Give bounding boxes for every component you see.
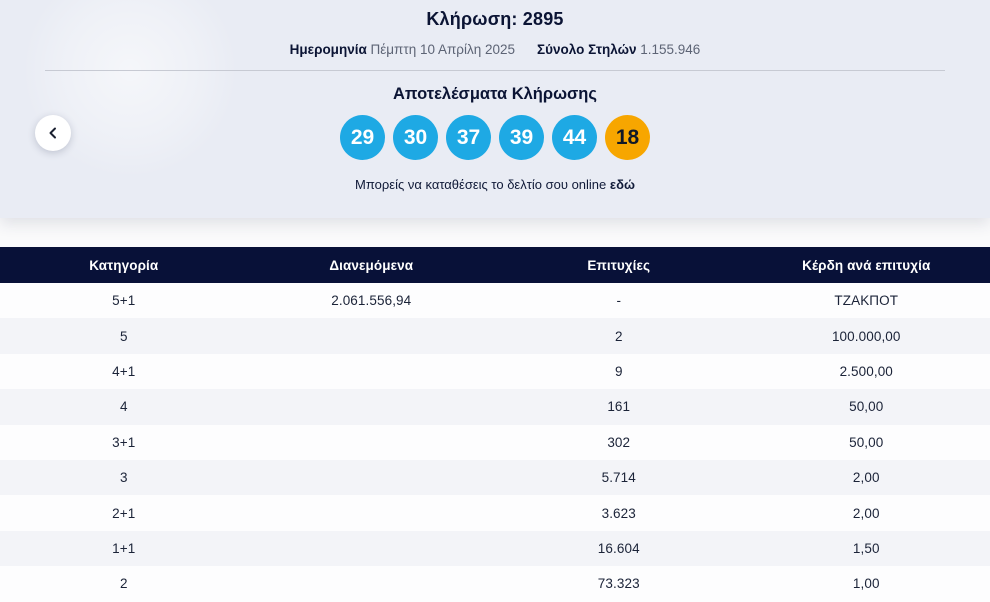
- online-cta-link[interactable]: εδώ: [609, 177, 635, 192]
- table-row: 1+1 16.604 1,50: [0, 530, 990, 567]
- cell-category: 5: [119, 328, 128, 344]
- column-header-winners: Επιτυχίες: [587, 257, 651, 273]
- number-ball: 29: [340, 115, 385, 160]
- cell-category: 5+1: [112, 293, 136, 309]
- online-cta-text: Μπορείς να καταθέσεις το δελτίο σου onli…: [355, 177, 607, 192]
- column-header-distributed: Διανεμόμενα: [329, 257, 414, 273]
- number-ball: 39: [499, 115, 544, 160]
- cell-prize: 50,00: [849, 434, 884, 450]
- cell-distributed: 2.061.556,94: [331, 293, 412, 309]
- column-header-prize-per-win: Κέρδη ανά επιτυχία: [802, 257, 931, 273]
- online-cta: Μπορείς να καταθέσεις το δελτίο σου onli…: [0, 177, 990, 192]
- cell-prize: ΤΖΑΚΠΟΤ: [834, 293, 899, 309]
- winnings-table: Κατηγορία Διανεμόμενα Επιτυχίες Κέρδη αν…: [0, 247, 990, 602]
- cell-prize: 50,00: [849, 399, 884, 415]
- cell-winners: 9: [614, 363, 623, 379]
- header-divider: [45, 70, 945, 71]
- table-row: 4+1 9 2.500,00: [0, 353, 990, 390]
- columns-value: 1.155.946: [640, 42, 701, 57]
- cell-winners: 73.323: [597, 576, 640, 592]
- cell-category: 4+1: [112, 363, 136, 379]
- table-row: 5 2 100.000,00: [0, 318, 990, 354]
- cell-category: 3+1: [112, 434, 136, 450]
- table-row: 5+1 2.061.556,94 - ΤΖΑΚΠΟΤ: [0, 283, 990, 319]
- date-label: Ημερομηνία: [289, 42, 367, 57]
- results-title: Αποτελέσματα Κλήρωσης: [393, 85, 597, 103]
- cell-category: 2+1: [112, 505, 136, 521]
- draw-results-panel: Κλήρωση: 2895 Ημερομηνία Πέμπτη 10 Απρίλ…: [0, 0, 990, 218]
- draw-title: Κλήρωση: 2895: [426, 9, 564, 29]
- cell-prize: 100.000,00: [831, 328, 901, 344]
- table-row: 4 161 50,00: [0, 389, 990, 425]
- cell-winners: 16.604: [597, 540, 640, 556]
- previous-draw-button[interactable]: [35, 115, 71, 151]
- number-ball: 30: [393, 115, 438, 160]
- cell-winners: 3.623: [601, 505, 636, 521]
- cell-category: 1+1: [112, 540, 136, 556]
- panel-table-gap: [0, 218, 990, 247]
- columns-group: Σύνολο Στηλών 1.155.946: [537, 42, 700, 57]
- draw-meta: Ημερομηνία Πέμπτη 10 Απρίλη 2025 Σύνολο Σ…: [0, 42, 990, 57]
- cell-winners: 2: [614, 328, 623, 344]
- cell-category: 4: [119, 399, 128, 415]
- columns-label: Σύνολο Στηλών: [537, 42, 637, 57]
- chevron-left-icon: [47, 127, 59, 139]
- table-row: 2+1 3.623 2,00: [0, 495, 990, 531]
- column-header-category: Κατηγορία: [89, 257, 159, 273]
- cell-category: 2: [119, 576, 128, 592]
- cell-winners: 5.714: [601, 470, 636, 486]
- table-row: 3+1 302 50,00: [0, 424, 990, 460]
- cell-category: 3: [119, 470, 128, 486]
- cell-prize: 1,00: [852, 576, 880, 592]
- cell-prize: 2,00: [852, 470, 880, 486]
- table-header-row: Κατηγορία Διανεμόμενα Επιτυχίες Κέρδη αν…: [0, 247, 990, 283]
- number-ball: 44: [552, 115, 597, 160]
- number-ball: 37: [446, 115, 491, 160]
- table-row: 3 5.714 2,00: [0, 459, 990, 496]
- cell-winners: -: [616, 293, 622, 309]
- date-value: Πέμπτη 10 Απρίλη 2025: [370, 42, 516, 57]
- cell-prize: 2.500,00: [839, 363, 893, 379]
- cell-winners: 161: [607, 399, 631, 415]
- cell-winners: 302: [607, 434, 631, 450]
- table-row: 2 73.323 1,00: [0, 566, 990, 602]
- cell-prize: 1,50: [852, 540, 880, 556]
- date-group: Ημερομηνία Πέμπτη 10 Απρίλη 2025: [290, 42, 515, 57]
- cell-prize: 2,00: [852, 505, 880, 521]
- drawn-numbers: 29 30 37 39 44 18: [0, 115, 990, 160]
- bonus-number-ball: 18: [605, 115, 650, 160]
